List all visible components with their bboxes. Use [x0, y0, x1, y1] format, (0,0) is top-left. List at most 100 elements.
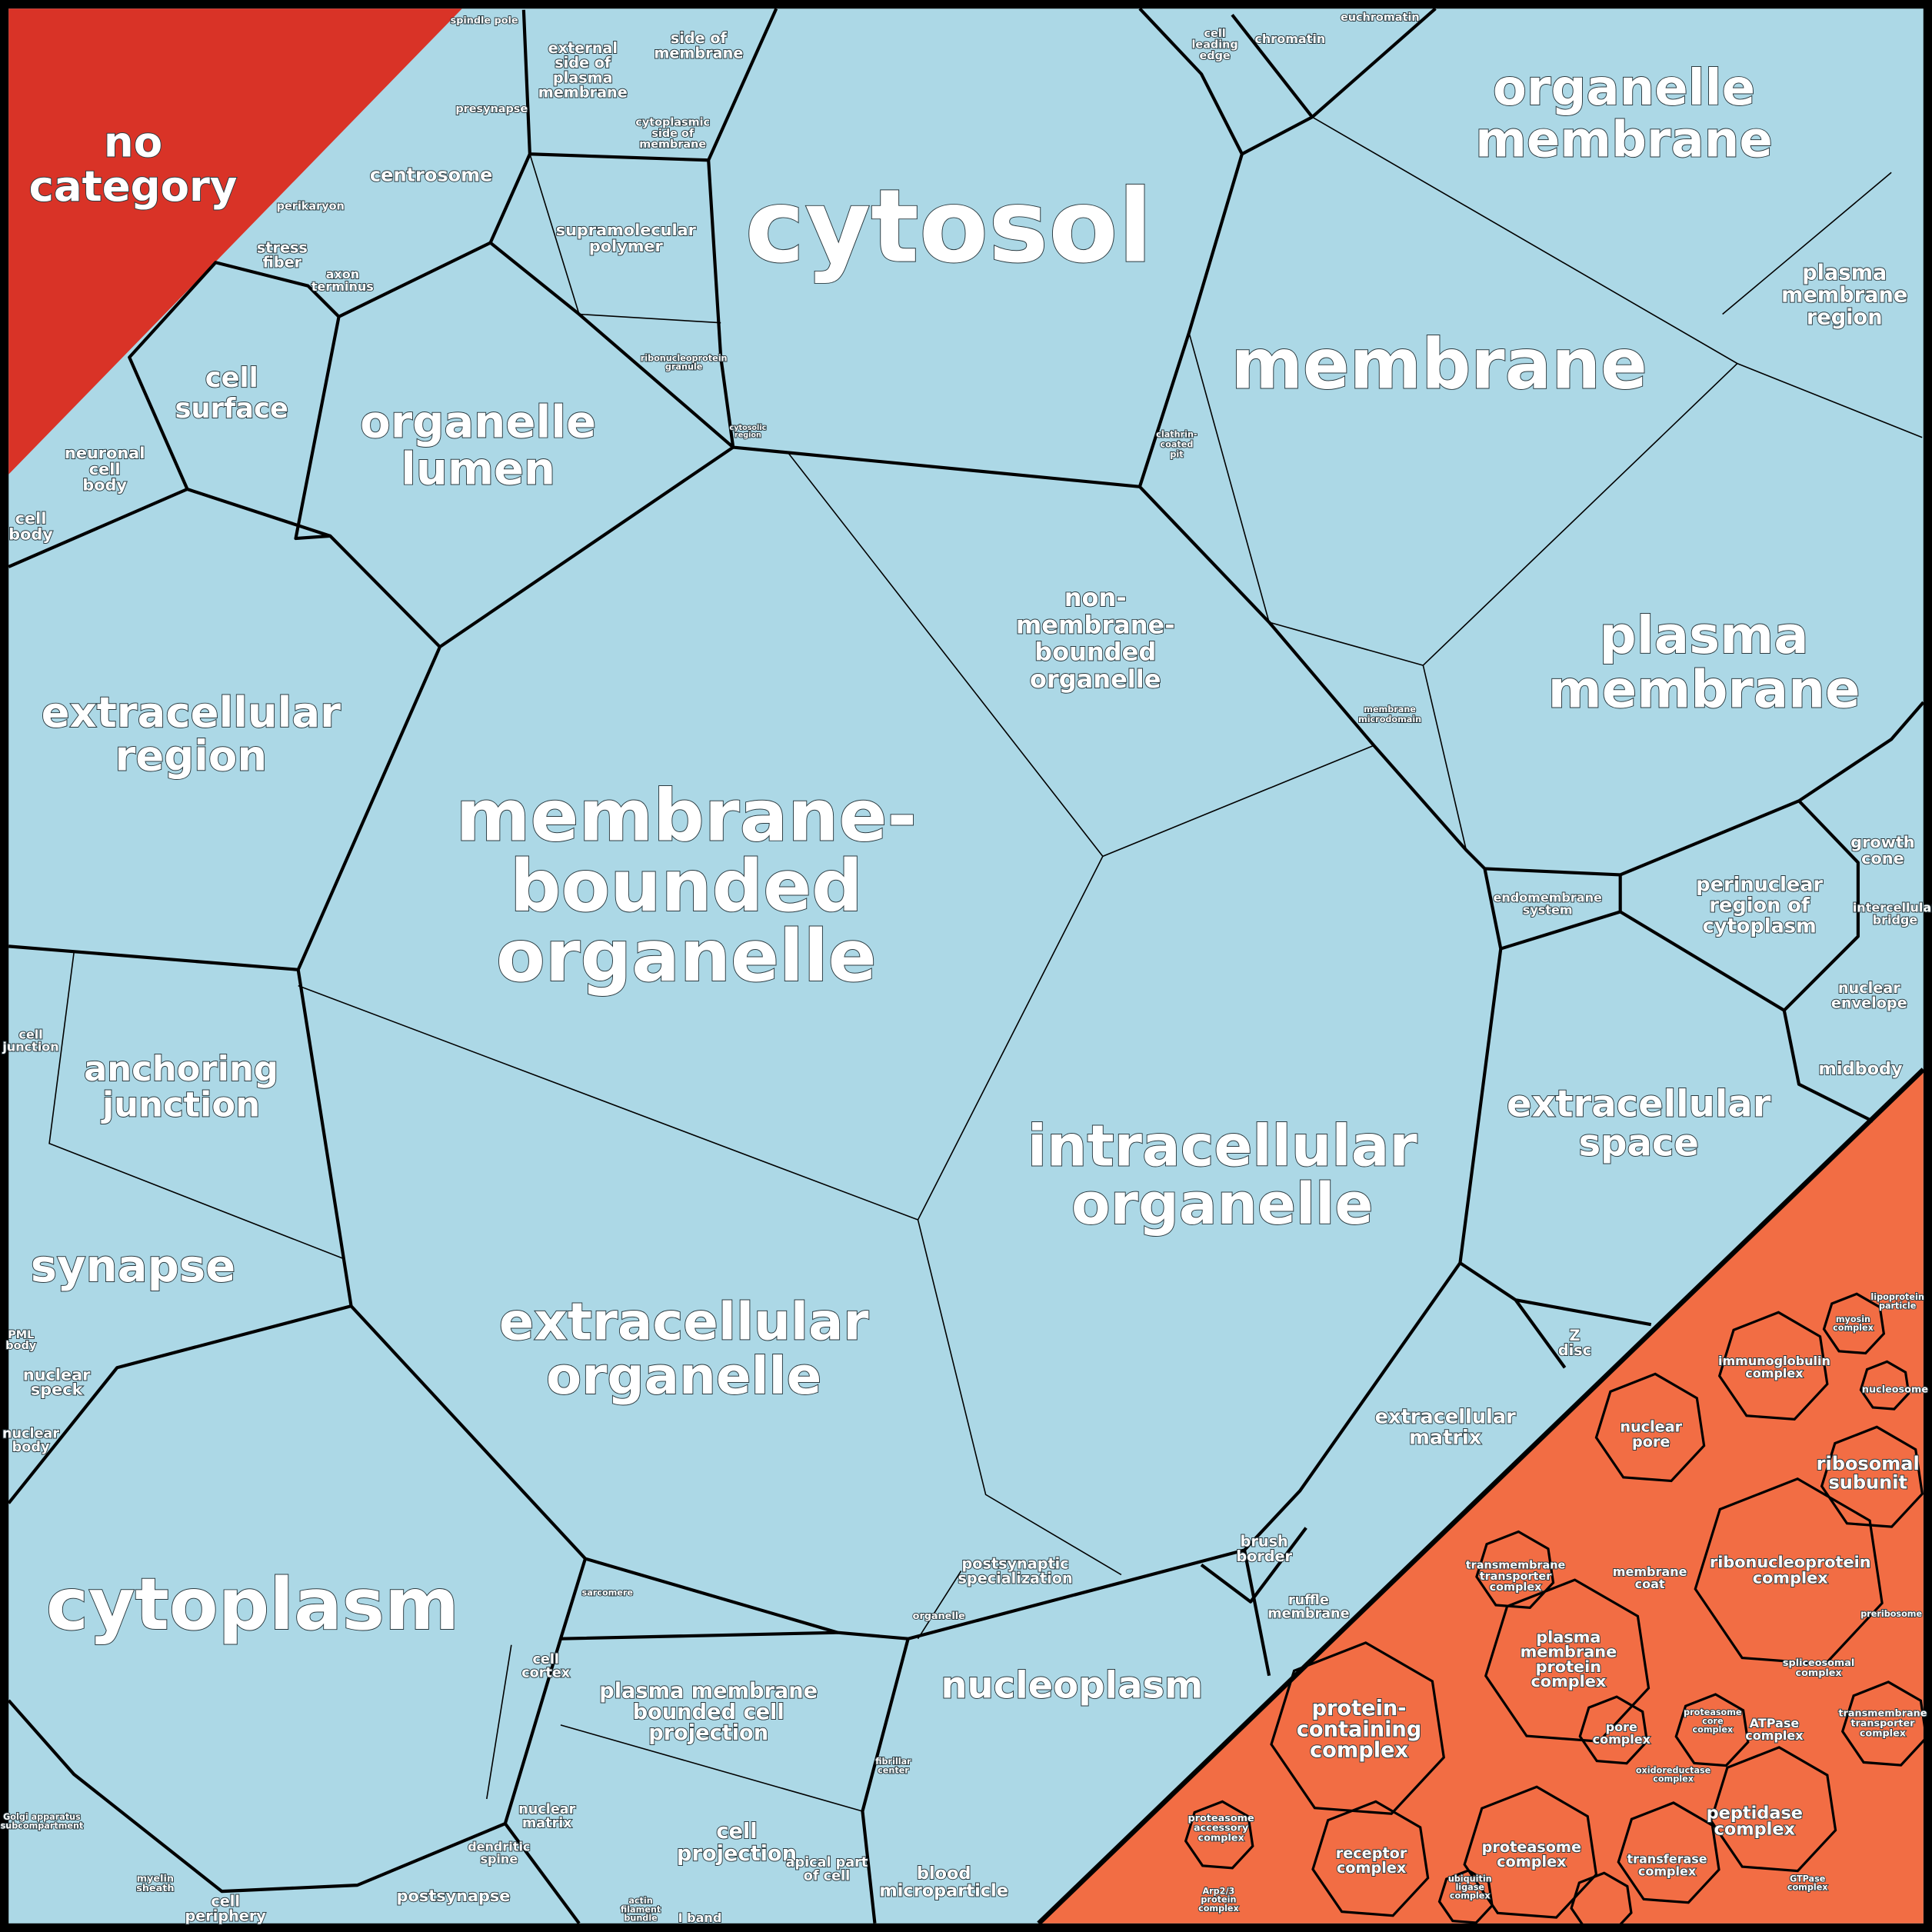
protein-complex-cell[interactable]: [1570, 1871, 1633, 1932]
protein-complex-cell[interactable]: [1820, 1425, 1924, 1528]
label-line: spine: [480, 1851, 518, 1866]
label-line: plasma: [553, 68, 613, 86]
ruffle-membrane-label: ruffle membrane: [1267, 1593, 1349, 1622]
transmembrane-transporter-complex-label: transmembrane transporter complex: [1466, 1559, 1566, 1594]
receptor-complex-label: receptor complex: [1336, 1844, 1407, 1877]
membrane-coat-label: membrane coat: [1613, 1564, 1687, 1591]
label-line: growth: [1850, 833, 1914, 851]
oxidoreductase-complex-label: oxidoreductase complex: [1636, 1765, 1711, 1784]
label-line: granule: [665, 362, 703, 372]
label-line: lumen: [401, 443, 555, 495]
cell-borders-thin: [48, 116, 1923, 1812]
atpase-complex-label: ATPase complex: [1745, 1716, 1804, 1743]
label-line: chromatin: [1254, 32, 1325, 46]
label-line: extracellular: [1507, 1082, 1771, 1125]
label-line: proteasome: [1188, 1813, 1254, 1824]
label-line: spliceosomal: [1783, 1657, 1854, 1669]
protein-complex-cell[interactable]: [1463, 1785, 1598, 1919]
label-line: bundle: [624, 1914, 658, 1924]
label-line: cone: [1861, 849, 1904, 868]
label-line: membrane: [1364, 705, 1416, 715]
protein-complex-cell[interactable]: [1717, 1311, 1829, 1421]
label-line: complex: [1198, 1904, 1239, 1914]
label-line: dendritic: [468, 1839, 530, 1854]
protein-complex-cell[interactable]: [1594, 1372, 1706, 1483]
protein-complex-cell[interactable]: [1617, 1801, 1720, 1904]
label-line: nucleosome: [1862, 1384, 1928, 1395]
label-line: membrane: [1613, 1564, 1687, 1579]
protein-complex-cell[interactable]: [1694, 1477, 1884, 1666]
protein-complex-cell[interactable]: [1475, 1530, 1555, 1609]
label-line: category: [29, 162, 238, 211]
label-line: ruffle: [1288, 1593, 1329, 1608]
label-line: region: [115, 731, 268, 780]
label-line: complex: [1638, 1864, 1697, 1878]
label-line: center: [878, 1765, 909, 1775]
label-line: cytosolic: [730, 424, 767, 432]
label-line: complex: [1198, 1832, 1245, 1844]
peptidase-complex-label: peptidase complex: [1707, 1804, 1803, 1840]
pore-complex-label: pore complex: [1593, 1720, 1651, 1747]
protein-complex-cell[interactable]: [1674, 1693, 1750, 1767]
label-line: specialization: [958, 1570, 1072, 1587]
protein-complex-cell[interactable]: [1311, 1800, 1430, 1917]
extracellular-region-label: extracellular region: [42, 688, 341, 780]
label-line: ligase: [1455, 1883, 1484, 1893]
label-line: bridge: [1873, 913, 1918, 928]
label-line: pore: [1606, 1720, 1637, 1734]
ubiquitin-ligase-complex-label: ubiquitin ligase complex: [1448, 1874, 1492, 1900]
label-line: plasma: [1600, 605, 1809, 665]
label-line: complex: [1653, 1774, 1694, 1784]
label-line: nuclear: [1838, 979, 1900, 997]
label-line: bounded: [1034, 638, 1156, 667]
no-category-cell[interactable]: [8, 8, 462, 475]
label-line: microparticle: [879, 1881, 1008, 1901]
arp23-complex-label: Arp2/3 protein complex: [1198, 1886, 1239, 1913]
chromatin-label: chromatin: [1254, 32, 1325, 46]
protein-complex-cell[interactable]: [1578, 1695, 1649, 1765]
label-line: perinuclear: [1696, 873, 1823, 896]
cell-cortex-label: cell cortex: [521, 1652, 571, 1681]
label-line: edge: [1200, 50, 1231, 62]
label-line: membrane: [639, 138, 706, 151]
label-line: ubiquitin: [1448, 1874, 1492, 1884]
label-line: synapse: [31, 1240, 236, 1292]
label-line: nuclear: [518, 1802, 575, 1817]
label-line: cell: [18, 1028, 42, 1042]
protein-complex-cell[interactable]: [1184, 1800, 1254, 1870]
golgi-subcompartment-label: Golgi apparatus subcompartment: [1, 1812, 84, 1830]
organelle-label: organelle: [913, 1611, 965, 1622]
synapse-label: synapse: [31, 1240, 236, 1292]
apical-part-label: apical part of cell: [786, 1855, 868, 1884]
protein-complex-cell[interactable]: [1437, 1869, 1494, 1924]
preribosome-label: preribosome: [1860, 1609, 1922, 1619]
no-category-label: no category: [29, 117, 238, 211]
protein-complex-cells: [1184, 1292, 1928, 1932]
protein-complex-cell[interactable]: [1840, 1681, 1928, 1767]
label-line: plasma: [1536, 1628, 1601, 1647]
label-line: membrane: [538, 84, 628, 102]
protein-containing-complex-label: protein-containing complex: [1297, 1697, 1421, 1762]
supramolecular-polymer-label: supramolecular polymer: [556, 221, 697, 255]
label-line: membrane: [1475, 112, 1773, 168]
plasma-membrane-region-label: plasma membrane region: [1781, 261, 1907, 330]
label-line: projection: [648, 1721, 768, 1745]
label-line: centrosome: [370, 165, 493, 186]
label-line: organelle: [1493, 60, 1755, 117]
protein-complex-cell[interactable]: [1270, 1641, 1445, 1815]
protein-complex-cell[interactable]: [1822, 1292, 1886, 1355]
label-line: plasma: [1802, 261, 1887, 285]
protein-complex-cell[interactable]: [1709, 1746, 1837, 1873]
protein-complex-cell[interactable]: [1859, 1360, 1910, 1411]
label-line: ribonucleoprotein: [1710, 1553, 1871, 1571]
label-line: system: [1523, 903, 1573, 918]
endomembrane-system-label: endomembrane system: [1493, 891, 1602, 918]
protein-complex-cell[interactable]: [1484, 1578, 1651, 1743]
stress-fiber-label: stress fiber: [257, 238, 308, 271]
label-line: nucleoplasm: [941, 1664, 1203, 1707]
sarcomere-label: sarcomere: [582, 1588, 634, 1598]
nuclear-pore-label: nuclear pore: [1620, 1418, 1682, 1451]
